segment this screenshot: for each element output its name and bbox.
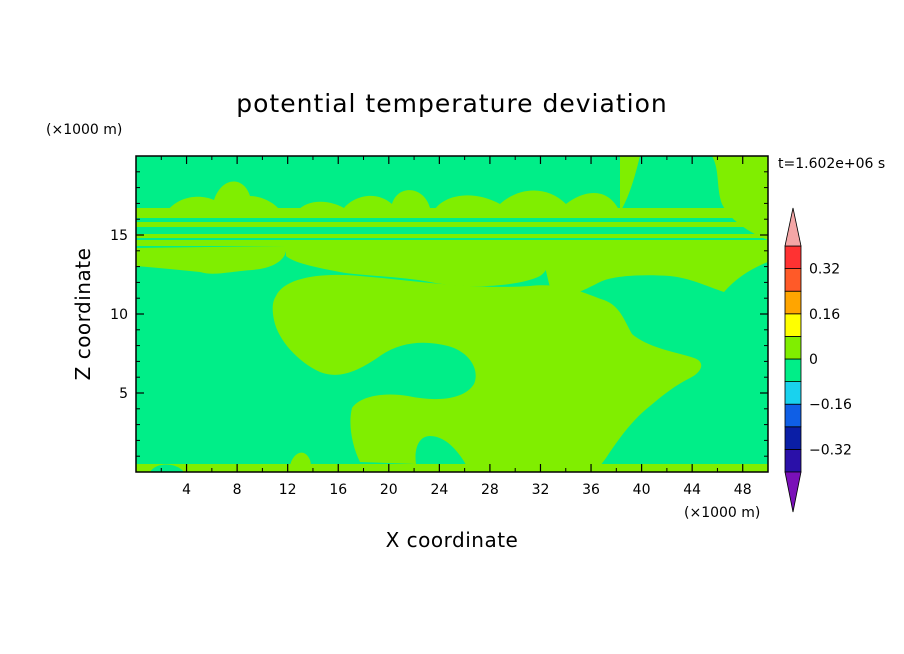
- x-tick-label: 40: [633, 482, 651, 498]
- blob-bottom-edge: [150, 464, 184, 472]
- colorbar-tick-label: −0.16: [809, 397, 852, 413]
- blob-top-1: [168, 181, 282, 214]
- band-bottom: [136, 464, 768, 472]
- blob-left-mid: [136, 246, 287, 274]
- colorbar-segment: [784, 426, 802, 450]
- x-unit-label: (×1000 m): [684, 505, 760, 521]
- band-upper-2: [136, 222, 768, 227]
- x-tick-label: 28: [481, 482, 499, 498]
- blob-mid-band-1: [286, 246, 548, 287]
- colorbar-segment: [784, 358, 802, 383]
- y-tick-label: 15: [110, 228, 128, 244]
- band-upper-4: [136, 234, 768, 238]
- y-axis-label: Z coordinate: [71, 248, 95, 381]
- y-tick-label: 5: [119, 386, 128, 402]
- x-tick-label: 44: [683, 482, 701, 498]
- colorbar-tick-label: 0.32: [809, 262, 840, 278]
- y-axis: 5 10 15: [110, 171, 768, 457]
- x-tick-label: 24: [430, 482, 448, 498]
- colorbar-under-arrow: [784, 471, 802, 513]
- x-tick-label: 32: [532, 482, 550, 498]
- colorbar-segment: [784, 245, 802, 270]
- blob-central: [272, 274, 702, 472]
- y-unit-label: (×1000 m): [46, 122, 122, 138]
- x-tick-label: 12: [279, 482, 297, 498]
- colorbar-tick-label: 0: [809, 352, 818, 368]
- colorbar-tick-label: −0.32: [809, 442, 852, 458]
- band-upper-3: [136, 229, 768, 232]
- x-tick-label: 16: [329, 482, 347, 498]
- blob-top-right: [620, 156, 768, 240]
- y-tick-label: 10: [110, 307, 128, 323]
- contour-field: [136, 156, 768, 472]
- colorbar-segment: [784, 381, 802, 405]
- colorbar-tick-label: 0.16: [809, 307, 840, 323]
- x-axis: 4 8 12 16 20 24 28 32 36 40 44 48: [160, 156, 752, 498]
- x-axis-label: X coordinate: [386, 528, 519, 552]
- colorbar-segment: [784, 403, 802, 428]
- blob-top-3: [432, 190, 620, 214]
- x-tick-label: 48: [734, 482, 752, 498]
- colorbar-segment: [784, 290, 802, 315]
- time-label: t=1.602e+06 s: [778, 156, 885, 172]
- colorbar-segment: [784, 335, 802, 360]
- colorbar-segment: [784, 313, 802, 337]
- colorbar-over-arrow: [784, 207, 802, 247]
- x-tick-label: 20: [380, 482, 398, 498]
- blob-mid-band-2: [540, 246, 768, 297]
- chart-title: potential temperature deviation: [236, 89, 667, 118]
- colorbar-segment: [784, 268, 802, 292]
- x-tick-label: 8: [233, 482, 242, 498]
- band-upper-5: [136, 240, 768, 246]
- colorbar: 0.32 0.16 0 −0.16 −0.32: [784, 207, 852, 513]
- blob-top-2: [296, 190, 430, 212]
- x-tick-label: 36: [582, 482, 600, 498]
- x-tick-label: 4: [182, 482, 191, 498]
- colorbar-segment: [784, 448, 802, 473]
